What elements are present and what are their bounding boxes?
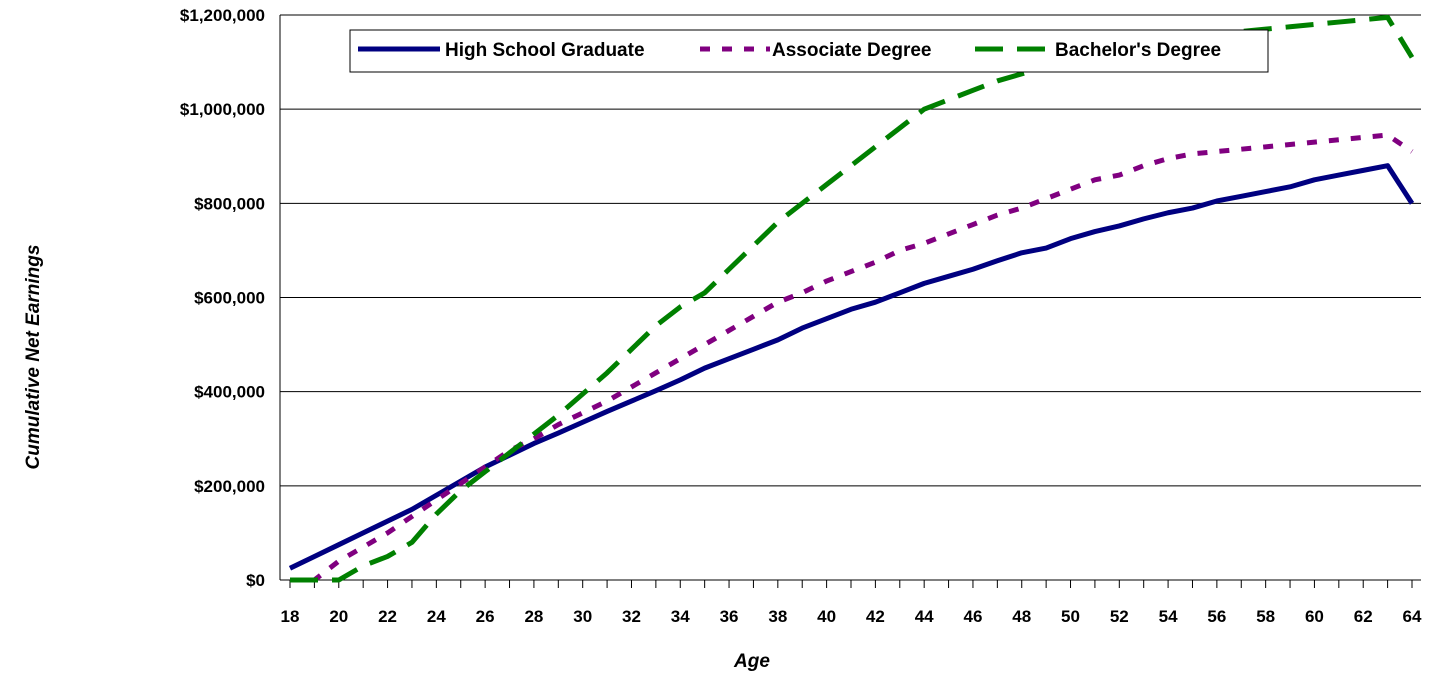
x-tick-label: 18 bbox=[281, 607, 300, 626]
x-axis-title: Age bbox=[733, 651, 770, 672]
x-tick-label: 60 bbox=[1305, 607, 1324, 626]
legend-label: Associate Degree bbox=[772, 40, 931, 61]
y-tick-label: $1,200,000 bbox=[180, 6, 265, 25]
x-tick-label: 54 bbox=[1159, 607, 1178, 626]
x-tick-label: 46 bbox=[963, 607, 982, 626]
x-axis-ticks: 18 20 22 24 26 28 30 32 34 36 38 40 42 44 46 48 50 52 54 56… bbox=[281, 607, 1422, 626]
x-tick-label: 48 bbox=[1012, 607, 1031, 626]
series-lines bbox=[288, 14, 1415, 583]
y-tick-label: $200,000 bbox=[194, 477, 265, 496]
x-tick-label: 38 bbox=[768, 607, 787, 626]
x-tick-label: 58 bbox=[1256, 607, 1275, 626]
y-tick-label: $1,000,000 bbox=[180, 100, 265, 119]
x-tick-label: 30 bbox=[573, 607, 592, 626]
series-line bbox=[288, 163, 1415, 571]
y-axis-title: Cumulative Net Earnings bbox=[23, 245, 44, 470]
series-line bbox=[290, 14, 1415, 583]
y-tick-label: $600,000 bbox=[194, 289, 265, 308]
x-tick-label: 34 bbox=[671, 607, 690, 626]
x-tick-label: 64 bbox=[1403, 607, 1422, 626]
x-tick-label: 44 bbox=[915, 607, 934, 626]
x-tick-label: 26 bbox=[476, 607, 495, 626]
legend-label: High School Graduate bbox=[445, 40, 645, 61]
x-tick-label: 56 bbox=[1207, 607, 1226, 626]
legend: High School Graduate Associate Degree Bach… bbox=[349, 29, 1269, 73]
y-tick-label: $400,000 bbox=[194, 383, 265, 402]
x-tick-label: 62 bbox=[1354, 607, 1373, 626]
x-tick-label: 28 bbox=[524, 607, 543, 626]
x-tick-label: 22 bbox=[378, 607, 397, 626]
y-tick-label: $0 bbox=[246, 571, 265, 590]
x-tick-label: 20 bbox=[329, 607, 348, 626]
x-tick-label: 32 bbox=[622, 607, 641, 626]
y-tick-label: $800,000 bbox=[194, 194, 265, 213]
legend-label: Bachelor's Degree bbox=[1055, 40, 1221, 61]
x-tick-label: 50 bbox=[1061, 607, 1080, 626]
y-axis-ticks: $0 $200,000 $400,000 $600,000 $800,000 $1,000… bbox=[180, 6, 265, 590]
legend-box bbox=[349, 29, 1269, 73]
x-tick-label: 40 bbox=[817, 607, 836, 626]
x-tick-label: 24 bbox=[427, 607, 446, 626]
x-tick-label: 36 bbox=[720, 607, 739, 626]
grid-lines bbox=[280, 14, 1421, 581]
series-line bbox=[290, 132, 1414, 583]
x-tick-label: 42 bbox=[866, 607, 885, 626]
x-tick-label: 52 bbox=[1110, 607, 1129, 626]
